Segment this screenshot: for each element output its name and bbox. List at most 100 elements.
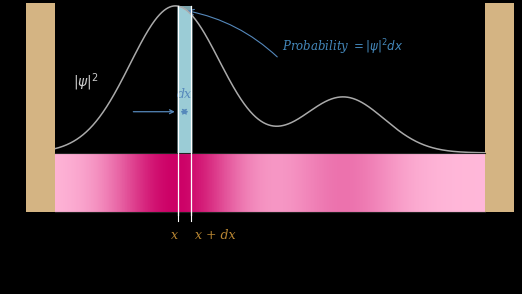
Text: dx: dx [177, 88, 192, 101]
Bar [434, 153, 435, 212]
Bar [284, 153, 286, 212]
Bar [96, 153, 97, 212]
Bar [82, 153, 84, 212]
Bar [117, 153, 118, 212]
Bar [299, 153, 301, 212]
Bar [127, 153, 128, 212]
Bar [74, 153, 75, 212]
Bar [173, 153, 174, 212]
Bar [179, 153, 180, 212]
Bar [315, 153, 316, 212]
Bar [175, 153, 176, 212]
Bar [160, 153, 162, 212]
Bar [411, 153, 412, 212]
Bar [280, 153, 281, 212]
Bar [331, 153, 332, 212]
Bar [108, 153, 109, 212]
Bar [76, 153, 77, 212]
Bar [102, 153, 103, 212]
Bar [63, 153, 64, 212]
Bar [135, 153, 137, 212]
Bar [286, 153, 287, 212]
Bar [158, 153, 159, 212]
Bar [456, 153, 457, 212]
Bar [124, 153, 125, 212]
Bar [220, 153, 221, 212]
Bar [480, 153, 482, 212]
Bar [412, 153, 413, 212]
Bar [337, 153, 338, 212]
Bar [469, 153, 470, 212]
Bar [236, 153, 238, 212]
Bar [260, 153, 262, 212]
Bar [126, 153, 127, 212]
Bar [457, 153, 458, 212]
Bar [455, 153, 456, 212]
Bar [115, 153, 116, 212]
Bar [253, 153, 254, 212]
Bar [277, 153, 278, 212]
Bar [307, 153, 309, 212]
Bar [128, 153, 129, 212]
Bar [449, 153, 450, 212]
Bar [445, 153, 446, 212]
Bar [242, 153, 244, 212]
Bar [184, 153, 185, 212]
Bar [148, 153, 149, 212]
Bar [78, 153, 79, 212]
Bar [378, 153, 379, 212]
Bar [386, 153, 387, 212]
Bar [251, 153, 252, 212]
Bar [192, 153, 193, 212]
Bar [401, 153, 402, 212]
Bar [354, 153, 355, 212]
Text: $|\psi|^2$: $|\psi|^2$ [73, 71, 99, 93]
Bar [127, 153, 128, 212]
Bar [170, 153, 171, 212]
Bar [304, 153, 305, 212]
Bar [373, 153, 374, 212]
Bar [476, 153, 477, 212]
Bar [286, 153, 288, 212]
Bar [139, 153, 140, 212]
Bar [352, 153, 354, 212]
Bar [369, 153, 370, 212]
Bar [381, 153, 382, 212]
Bar [333, 153, 334, 212]
Bar [230, 153, 231, 212]
Bar [451, 153, 452, 212]
Bar [272, 153, 274, 212]
Bar [352, 153, 353, 212]
Bar [66, 153, 67, 212]
Bar [125, 153, 126, 212]
Bar [105, 153, 106, 212]
Bar [306, 153, 307, 212]
Bar [61, 153, 63, 212]
Bar [245, 153, 246, 212]
Bar [136, 153, 137, 212]
Bar [480, 153, 481, 212]
Bar [89, 153, 90, 212]
Bar [207, 153, 208, 212]
Bar [120, 153, 122, 212]
Bar [406, 153, 407, 212]
Bar [112, 153, 113, 212]
Bar [215, 153, 217, 212]
Text: Probability $= |\psi|^2dx$: Probability $= |\psi|^2dx$ [282, 37, 404, 57]
Bar [360, 153, 362, 212]
Bar [426, 153, 427, 212]
Bar [137, 153, 139, 212]
Bar [442, 153, 444, 212]
Bar [292, 153, 293, 212]
Bar [425, 153, 426, 212]
Bar [161, 153, 162, 212]
Bar [399, 153, 400, 212]
Bar [348, 153, 349, 212]
Bar [249, 153, 250, 212]
Bar [238, 153, 239, 212]
Bar [342, 153, 343, 212]
Bar [230, 153, 231, 212]
Bar [326, 153, 327, 212]
Bar [421, 153, 423, 212]
Bar [171, 153, 172, 212]
